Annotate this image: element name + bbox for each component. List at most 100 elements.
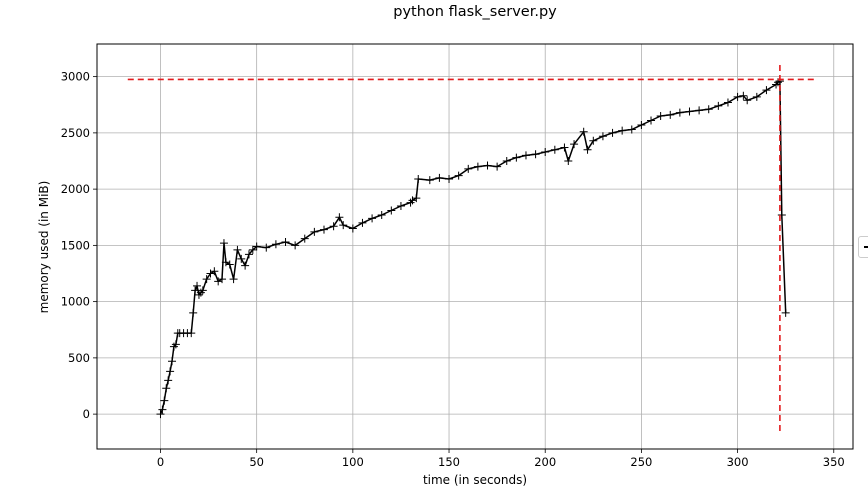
- data-point-marker: [168, 357, 177, 366]
- axis-ticks: 0 50 100 150 200 250 300 350 0 500 1000 1500 2000 250…: [61, 70, 845, 469]
- x-tick-label: 250: [630, 455, 652, 469]
- markers-layer: [156, 77, 790, 419]
- data-point-marker: [291, 241, 300, 250]
- data-point-marker: [723, 98, 732, 107]
- data-point-marker: [627, 125, 636, 134]
- x-tick-label: 150: [438, 455, 460, 469]
- x-tick-label: 200: [534, 455, 556, 469]
- data-point-marker: [425, 176, 434, 185]
- y-tick-label: 3000: [61, 70, 90, 84]
- series-line: [159, 80, 787, 415]
- data-point-marker: [464, 164, 473, 173]
- data-point-marker: [241, 261, 250, 270]
- data-point-marker: [166, 367, 175, 376]
- data-point-marker: [704, 105, 713, 114]
- data-point-marker: [743, 96, 752, 105]
- data-point-marker: [589, 136, 598, 145]
- data-point-marker: [647, 116, 656, 125]
- data-point-marker: [579, 127, 588, 136]
- y-axis-label: memory used (in MiB): [37, 180, 51, 314]
- grid: [97, 44, 853, 449]
- data-point-marker: [271, 240, 280, 249]
- data-point-marker: [521, 151, 530, 160]
- y-tick-label: 2000: [61, 182, 90, 196]
- data-point-marker: [777, 211, 786, 219]
- data-point-marker: [158, 405, 167, 414]
- data-point-marker: [598, 132, 607, 141]
- y-tick-label: 0: [83, 407, 90, 421]
- data-point-marker: [502, 157, 511, 165]
- data-point-marker: [335, 213, 344, 222]
- data-point-marker: [214, 277, 223, 286]
- data-point-marker: [193, 281, 202, 290]
- data-point-marker: [454, 171, 463, 180]
- data-point-marker: [191, 286, 200, 295]
- data-point-marker: [156, 410, 165, 419]
- legend-line-sample: [864, 246, 868, 248]
- data-point-marker: [739, 91, 748, 100]
- data-point-marker: [608, 128, 617, 137]
- data-point-marker: [531, 150, 540, 159]
- data-point-marker: [262, 243, 271, 252]
- data-point-marker: [248, 245, 257, 254]
- data-point-marker: [162, 384, 171, 393]
- data-point-marker: [187, 329, 196, 338]
- y-tick-label: 1500: [61, 238, 90, 252]
- data-point-marker: [171, 340, 180, 349]
- data-point-marker: [339, 221, 348, 230]
- data-point-marker: [483, 161, 492, 170]
- data-point-marker: [329, 222, 338, 231]
- data-point-marker: [666, 110, 675, 119]
- data-point-marker: [618, 126, 627, 135]
- data-point-marker: [358, 218, 367, 227]
- chart-title: python flask_server.py: [393, 4, 557, 20]
- data-point-marker: [445, 175, 454, 183]
- data-point-marker: [493, 162, 502, 171]
- data-point-marker: [762, 86, 771, 95]
- data-point-marker: [387, 206, 396, 215]
- data-point-marker: [656, 112, 665, 120]
- x-tick-label: 0: [157, 455, 164, 469]
- x-tick-label: 300: [727, 455, 749, 469]
- data-point-marker: [570, 140, 579, 149]
- data-point-marker: [210, 267, 219, 276]
- data-point-marker: [560, 143, 569, 152]
- data-point-marker: [189, 308, 198, 317]
- data-point-marker: [310, 227, 319, 236]
- x-axis-label: time (in seconds): [422, 473, 528, 487]
- data-point-marker: [218, 275, 227, 284]
- data-point-marker: [695, 106, 704, 115]
- data-point-marker: [219, 239, 228, 248]
- data-point-marker: [244, 250, 253, 259]
- data-point-marker: [473, 162, 482, 171]
- data-point-marker: [300, 234, 309, 243]
- data-point-marker: [412, 194, 421, 203]
- plot-frame: [96, 43, 854, 450]
- x-tick-label: 50: [249, 455, 264, 469]
- y-tick-label: 2500: [61, 126, 90, 140]
- data-point-marker: [583, 145, 592, 154]
- data-point-marker: [396, 202, 405, 210]
- data-point-marker: [435, 173, 444, 182]
- data-point-marker: [512, 153, 521, 162]
- x-tick-label: 350: [823, 455, 845, 469]
- data-point-marker: [225, 260, 234, 269]
- data-point-marker: [675, 108, 684, 117]
- data-point-marker: [368, 214, 377, 223]
- y-tick-label: 500: [68, 351, 90, 365]
- data-point-marker: [752, 92, 761, 101]
- data-point-marker: [237, 254, 246, 263]
- data-point-marker: [564, 157, 573, 165]
- data-point-marker: [164, 376, 173, 385]
- data-point-marker: [637, 121, 646, 129]
- data-point-marker: [685, 107, 694, 116]
- legend: [858, 236, 868, 258]
- data-point-marker: [550, 145, 559, 154]
- data-point-marker: [252, 242, 261, 251]
- data-point-marker: [414, 175, 423, 183]
- data-point-marker: [229, 275, 238, 284]
- data-point-marker: [160, 396, 169, 405]
- data-point-marker: [781, 308, 790, 317]
- data-point-marker: [281, 238, 290, 246]
